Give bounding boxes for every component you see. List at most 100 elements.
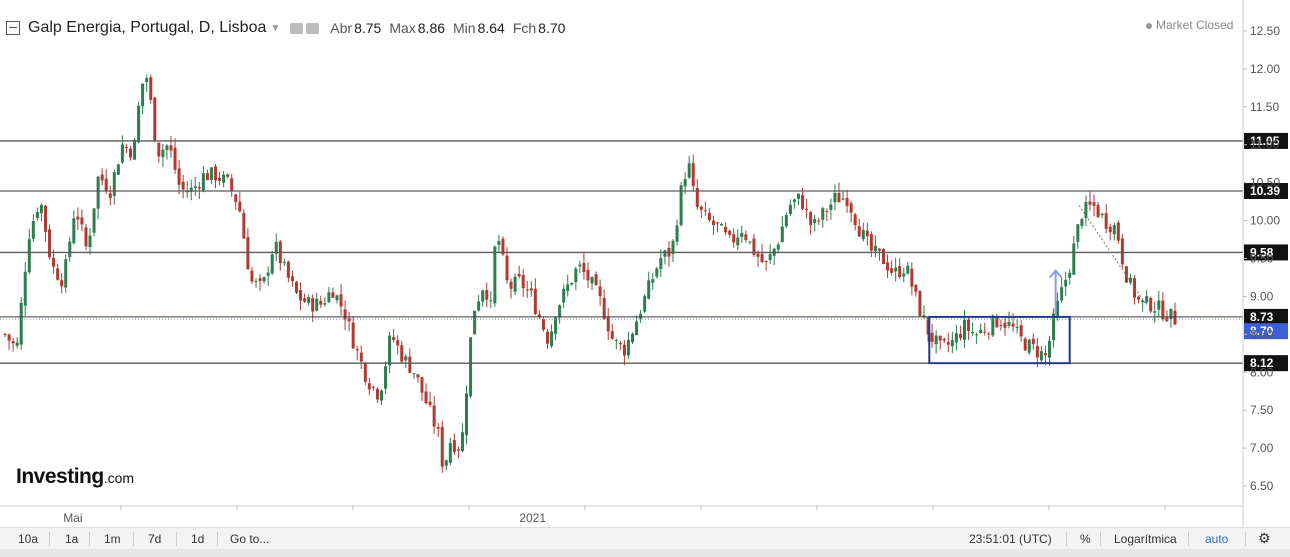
candle-body: [882, 249, 886, 265]
instrument-title[interactable]: Galp Energia, Portugal, D, Lisboa: [28, 19, 267, 36]
candle-body: [1015, 326, 1019, 328]
candle-body: [679, 185, 683, 226]
candle-body: [226, 174, 230, 177]
candle-body: [43, 205, 47, 232]
range-1d-button[interactable]: 1d: [191, 532, 205, 546]
log-scale-toggle[interactable]: Logarítmica: [1114, 532, 1177, 546]
candle-body: [234, 194, 238, 202]
candle-body: [703, 210, 707, 212]
candle-body: [165, 145, 169, 151]
candle-body: [602, 297, 606, 319]
candle-body: [902, 273, 906, 277]
candle-body: [343, 309, 347, 320]
candle-body: [80, 217, 84, 225]
candle-body: [501, 238, 505, 255]
candle-body: [1019, 325, 1023, 337]
range-1a-button[interactable]: 1a: [65, 532, 79, 546]
candle-body: [497, 241, 501, 246]
level-label-bg: [1244, 308, 1288, 325]
candle-body: [27, 239, 31, 273]
candle-body: [153, 97, 157, 142]
candle-body: [752, 238, 756, 255]
annotations-layer: [928, 205, 1147, 365]
candle-body: [460, 432, 464, 452]
candle-body: [209, 167, 213, 180]
candle-body: [707, 212, 711, 221]
candle-body: [999, 325, 1003, 327]
level-label: 8.12: [1250, 356, 1274, 370]
candle-body: [655, 268, 659, 277]
y-tick-label: 7.50: [1250, 403, 1274, 417]
candle-body: [173, 147, 177, 170]
candle-body: [590, 277, 594, 284]
candle-body: [647, 280, 651, 299]
candle-body: [1052, 313, 1056, 341]
settings-icon[interactable]: [306, 22, 320, 34]
candle-body: [724, 226, 728, 233]
price-axis: 12.50 12.00 11.50 11.00 10.50 10.00 9.50 9.00 8.…: [0, 0, 1280, 527]
candle-body: [780, 226, 784, 243]
range-1m-button[interactable]: 1m: [104, 532, 121, 546]
candle-body: [1072, 243, 1076, 275]
candle-body: [926, 317, 930, 335]
candle-body: [52, 257, 56, 267]
candle-body: [1060, 287, 1064, 301]
candle-body: [894, 267, 898, 272]
collapse-icon[interactable]: [6, 21, 20, 35]
candle-body: [813, 218, 817, 224]
scrollbar-track[interactable]: [0, 549, 1290, 557]
candle-body: [740, 232, 744, 238]
candle-body: [930, 332, 934, 342]
candle-body: [934, 335, 938, 345]
candle-body: [331, 292, 335, 298]
candle-body: [493, 246, 497, 304]
candle-body: [817, 220, 821, 222]
range-7d-button[interactable]: 7d: [148, 532, 162, 546]
gear-icon[interactable]: ⚙: [1258, 530, 1271, 546]
candle-body: [1100, 213, 1104, 216]
toolbar-divider: [133, 532, 134, 546]
eye-icon[interactable]: [290, 22, 304, 34]
candle-body: [983, 331, 987, 333]
candle-body: [987, 333, 991, 335]
percent-toggle[interactable]: %: [1080, 532, 1091, 546]
candle-body: [392, 337, 396, 340]
candle-body: [432, 405, 436, 427]
candle-body: [129, 148, 133, 158]
candle-body: [635, 321, 639, 336]
candle-body: [582, 263, 586, 273]
candle-body: [205, 172, 209, 181]
candle-body: [1133, 278, 1137, 298]
candle-body: [631, 333, 635, 343]
level-label-bg: [1244, 182, 1288, 199]
goto-button[interactable]: Go to...: [230, 532, 270, 546]
range-10a-button[interactable]: 10a: [18, 532, 39, 546]
chevron-down-icon[interactable]: ▼: [270, 22, 281, 34]
candle-body: [1104, 213, 1108, 229]
toolbar-divider: [1066, 532, 1067, 546]
candle-body: [335, 295, 339, 301]
candle-body: [222, 174, 226, 183]
auto-scale-toggle[interactable]: auto: [1205, 532, 1229, 546]
candle-body: [711, 220, 715, 225]
candle-body: [971, 332, 975, 334]
candle-body: [290, 276, 294, 282]
candle-body: [525, 289, 529, 291]
candle-body: [64, 259, 68, 288]
candle-body: [788, 204, 792, 215]
candle-body: [695, 187, 699, 207]
candle-body: [1096, 204, 1100, 218]
candle-body: [558, 305, 562, 318]
candle-body: [849, 203, 853, 213]
candle-body: [120, 144, 124, 163]
candle-body: [663, 250, 667, 257]
y-tick-label: 7.00: [1250, 441, 1274, 455]
candle-body: [728, 230, 732, 235]
candle-body: [1116, 222, 1120, 241]
candle-body: [1047, 340, 1051, 358]
candle-body: [1007, 321, 1011, 326]
level-label: 8.73: [1250, 310, 1274, 324]
candle-body: [760, 253, 764, 262]
candle-body: [1056, 300, 1060, 317]
